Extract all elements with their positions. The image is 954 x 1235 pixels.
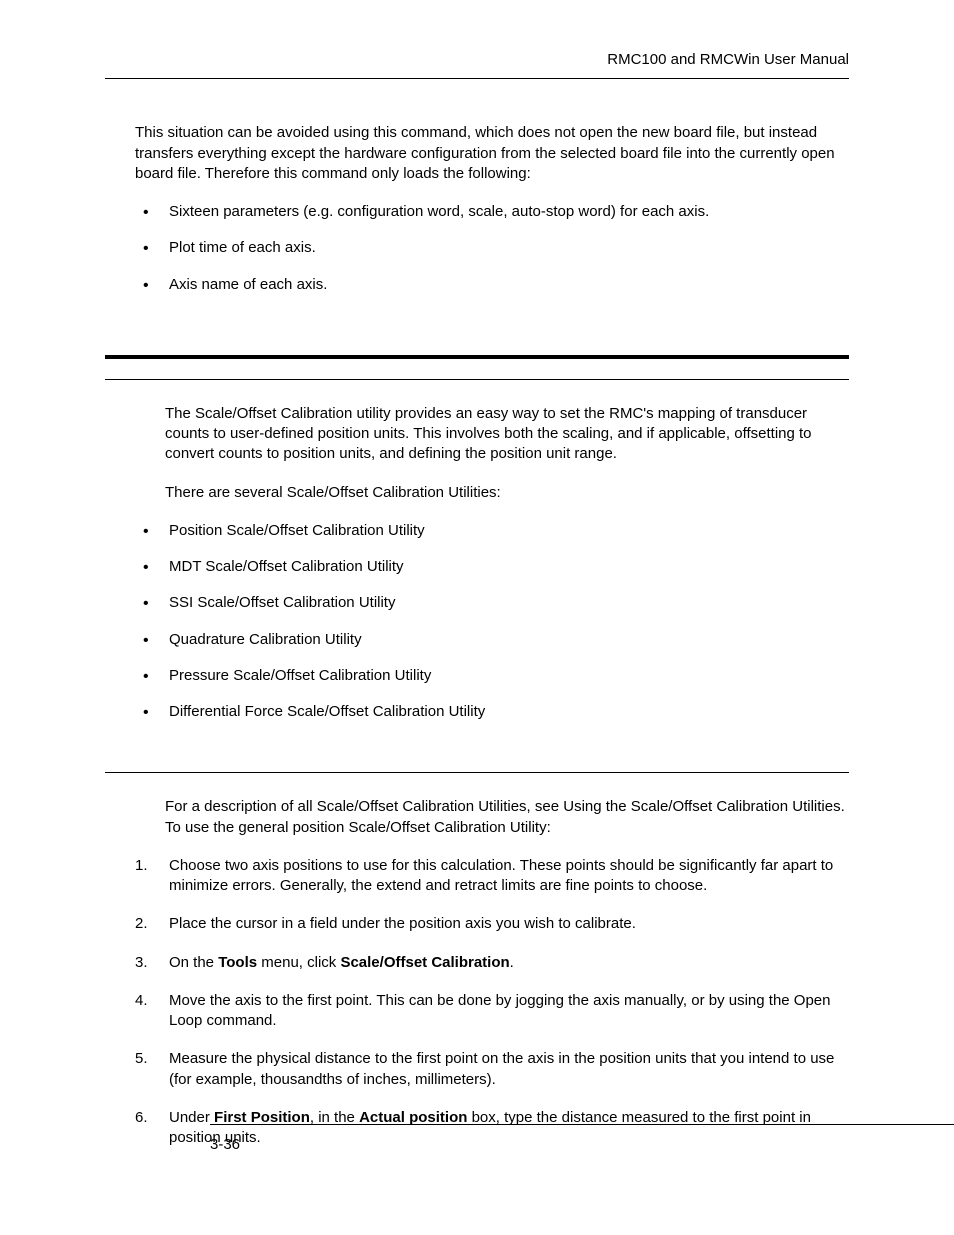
step-item: 2.Place the cursor in a field under the … <box>135 914 849 934</box>
step-item: 1.Choose two axis positions to use for t… <box>135 856 849 897</box>
page-footer: 3-36 <box>210 1124 954 1155</box>
section-divider-thick <box>105 355 849 359</box>
step-text: Choose two axis positions to use for thi… <box>169 857 833 894</box>
section1-bullets: Sixteen parameters (e.g. configuration w… <box>135 202 849 295</box>
list-item: MDT Scale/Offset Calibration Utility <box>135 557 849 577</box>
section1-intro: This situation can be avoided using this… <box>135 123 849 184</box>
list-item: Axis name of each axis. <box>135 275 849 295</box>
list-item: Sixteen parameters (e.g. configuration w… <box>135 202 849 222</box>
list-item: Pressure Scale/Offset Calibration Utilit… <box>135 666 849 686</box>
page-header: RMC100 and RMCWin User Manual <box>105 50 849 79</box>
list-item: Plot time of each axis. <box>135 238 849 258</box>
page-number: 3-36 <box>210 1136 240 1153</box>
section2-bullets: Position Scale/Offset Calibration Utilit… <box>135 521 849 723</box>
section2-para1: The Scale/Offset Calibration utility pro… <box>165 404 849 465</box>
list-item: Quadrature Calibration Utility <box>135 630 849 650</box>
section3-steps: 1.Choose two axis positions to use for t… <box>135 856 849 1149</box>
list-item: SSI Scale/Offset Calibration Utility <box>135 593 849 613</box>
step-item: 4.Move the axis to the first point. This… <box>135 991 849 1032</box>
section-divider-thin <box>105 379 849 380</box>
list-item: Position Scale/Offset Calibration Utilit… <box>135 521 849 541</box>
section3-intro: For a description of all Scale/Offset Ca… <box>165 797 849 838</box>
header-title: RMC100 and RMCWin User Manual <box>607 51 849 68</box>
step-text: Place the cursor in a field under the po… <box>169 915 636 932</box>
list-item: Differential Force Scale/Offset Calibrat… <box>135 702 849 722</box>
section-divider-thin <box>105 772 849 773</box>
section2-para2: There are several Scale/Offset Calibrati… <box>165 483 849 503</box>
step-text: Move the axis to the first point. This c… <box>169 992 831 1029</box>
step-item: 5.Measure the physical distance to the f… <box>135 1049 849 1090</box>
step-text: On the Tools menu, click Scale/Offset Ca… <box>169 954 514 971</box>
step-item: 3.On the Tools menu, click Scale/Offset … <box>135 953 849 973</box>
step-text: Measure the physical distance to the fir… <box>169 1050 834 1087</box>
